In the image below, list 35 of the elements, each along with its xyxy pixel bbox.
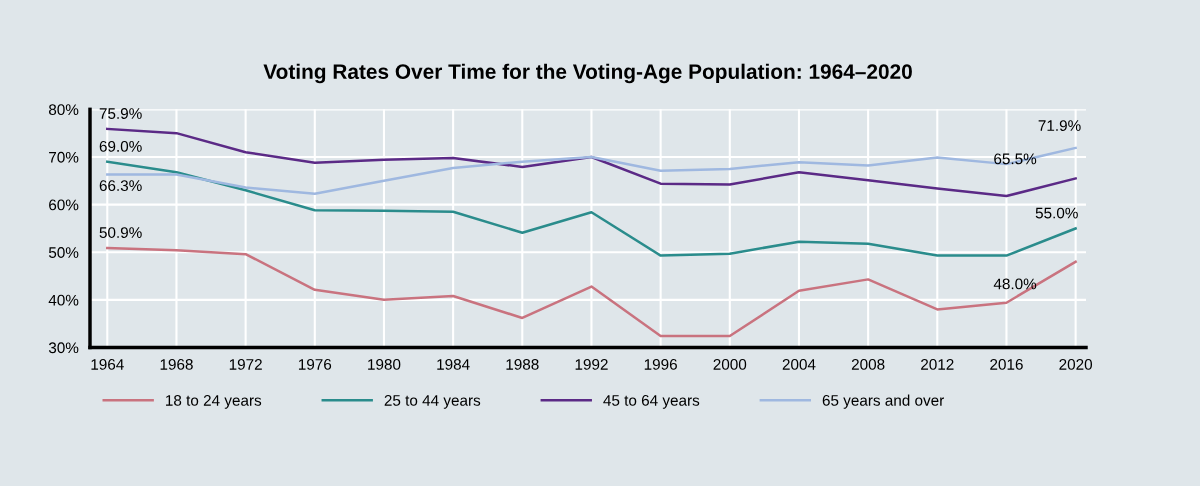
y-tick-label: 50% — [48, 247, 79, 258]
legend-label: 65 years and over — [822, 394, 945, 409]
annotation: 75.9% — [99, 108, 142, 119]
x-tick-label: 1976 — [298, 359, 332, 370]
y-tick-label: 70% — [49, 151, 79, 163]
y-tick-label: 30% — [48, 342, 79, 354]
annotation: 55.0% — [1035, 207, 1078, 219]
legend-label: 45 to 64 years — [603, 394, 700, 409]
x-tick-label: 1980 — [368, 359, 401, 370]
annotation: 65.5% — [994, 153, 1037, 165]
x-tick-label: 1984 — [437, 359, 470, 370]
legend-label: 25 to 44 years — [384, 394, 481, 409]
annotation: 71.9% — [1038, 120, 1081, 132]
annotation: 66.3% — [99, 180, 142, 192]
x-tick-label: 1964 — [91, 359, 124, 370]
legend-label: 18 to 24 years — [166, 394, 262, 409]
x-tick-label: 2012 — [921, 359, 954, 370]
y-tick-label: 80% — [48, 104, 79, 116]
x-tick-label: 2000 — [713, 359, 747, 370]
chart-title: Voting Rates Over Time for the Voting-Age Population: 1964–2020 — [263, 63, 912, 84]
x-tick-label: 2016 — [990, 359, 1023, 370]
annotation: 48.0% — [993, 278, 1037, 290]
x-tick-label: 1988 — [506, 359, 539, 370]
x-tick-label: 2008 — [851, 359, 885, 370]
x-tick-label: 2004 — [782, 359, 816, 370]
x-tick-label: 1972 — [229, 359, 262, 370]
y-tick-label: 40% — [48, 294, 79, 306]
line-series — [106, 246, 1077, 338]
x-tick-label: 1968 — [160, 359, 193, 370]
x-tick-label: 1992 — [575, 359, 608, 370]
x-tick-label: 2020 — [1059, 359, 1093, 370]
y-tick-label: 60% — [49, 199, 79, 211]
x-tick-label: 1996 — [644, 359, 677, 370]
annotation: 69.0% — [99, 140, 142, 152]
annotation: 50.9% — [99, 227, 142, 238]
